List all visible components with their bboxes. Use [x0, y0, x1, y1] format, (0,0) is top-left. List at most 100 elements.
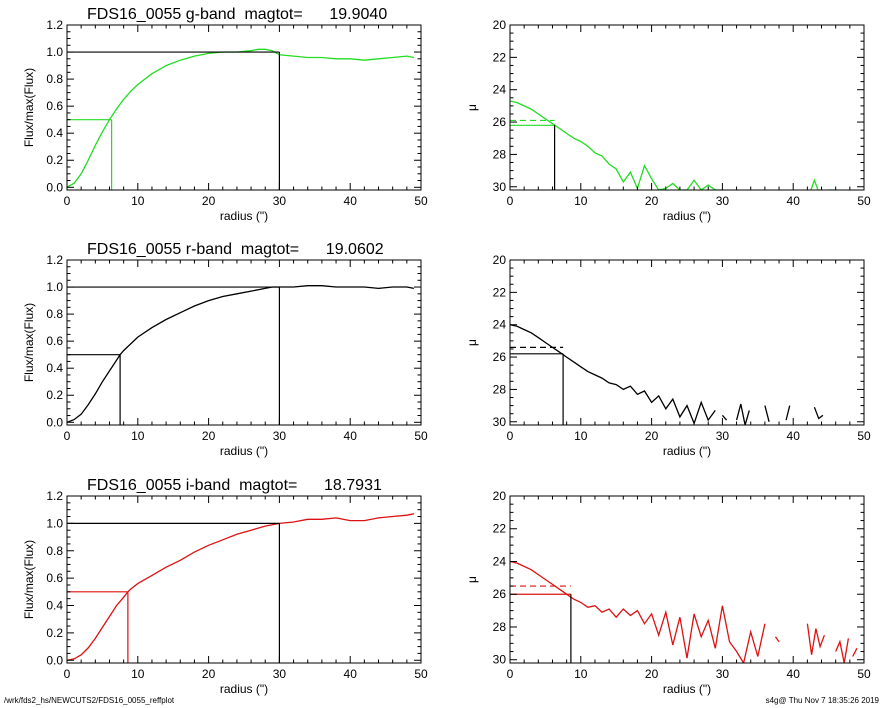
x-tick-label: 20: [645, 667, 659, 681]
footer-path: /wrk/fds2_hs/NEWCUTS2/FDS16_0055_reffplo…: [4, 696, 175, 705]
series-line-5: [785, 405, 791, 421]
x-tick-label: 10: [574, 667, 588, 681]
y-tick-label: 20: [493, 253, 507, 267]
x-tick-label: 50: [857, 429, 871, 443]
plot-area: [510, 560, 858, 663]
y-tick-label: 28: [493, 382, 507, 396]
y-tick-label: 1.2: [46, 489, 63, 503]
series-line-1: [510, 100, 723, 190]
plot-frame: [509, 24, 865, 191]
y-tick-label: 1.0: [46, 280, 63, 294]
plot-frame: [509, 495, 865, 664]
y-tick-label: 22: [493, 522, 507, 536]
plot-frame: [509, 259, 865, 426]
y-tick-label: 24: [493, 83, 507, 97]
y-tick-label: 20: [493, 18, 507, 32]
series-line-1: [67, 285, 415, 423]
x-tick-label: 40: [787, 667, 801, 681]
y-tick-label: 26: [493, 587, 507, 601]
y-axis-label: Flux/max(Flux): [22, 68, 36, 147]
chart-title: FDS16_0055 g-band magtot= 19.9040: [87, 6, 387, 23]
x-tick-label: 40: [787, 194, 801, 208]
x-tick-label: 10: [131, 429, 145, 443]
y-tick-label: 1.0: [46, 45, 63, 59]
y-tick-label: 0.2: [46, 388, 63, 402]
x-tick-label: 30: [716, 667, 730, 681]
x-tick-label: 30: [716, 429, 730, 443]
y-tick-label: 1.2: [46, 18, 63, 32]
x-tick-label: 0: [507, 429, 514, 443]
series-line-1: [510, 324, 716, 425]
y-tick-label: 26: [493, 115, 507, 129]
chart-panel-1: 0 10 20 30 40 50 0.0 0.2 0.4 0.6 0.8 1.0 1.2 radius (…: [22, 6, 428, 223]
x-axis-label: radius ("): [220, 444, 268, 458]
y-tick-label: 26: [493, 350, 507, 364]
y-tick-label: 24: [493, 318, 507, 332]
y-tick-label: 1.2: [46, 253, 63, 267]
series-line-3: [735, 403, 750, 425]
y-axis-label: μ: [465, 576, 479, 583]
series-line-4: [764, 405, 770, 422]
x-axis-label: radius ("): [663, 444, 711, 458]
x-axis-label: radius ("): [663, 682, 711, 696]
x-tick-label: 0: [64, 667, 71, 681]
plot-area: [510, 100, 836, 190]
chart-panel-3: 0 10 20 30 40 50 0.0 0.2 0.4 0.6 0.8 1.0 1.2 radius (…: [22, 241, 428, 458]
plot-area: [67, 285, 415, 425]
x-tick-label: 10: [131, 667, 145, 681]
x-axis-label: radius ("): [663, 209, 711, 223]
y-axis-label: Flux/max(Flux): [22, 303, 36, 382]
plot-area: [67, 513, 415, 663]
series-line-5: [852, 648, 858, 657]
x-tick-label: 40: [344, 194, 358, 208]
y-tick-label: 0.0: [46, 180, 63, 194]
chart-panel-4: 0 10 20 30 40 50 20 22 24 26 28 30 radius (") μ: [465, 253, 871, 458]
x-tick-label: 40: [344, 667, 358, 681]
chart-title: FDS16_0055 r-band magtot= 19.0602: [87, 241, 384, 258]
x-tick-label: 10: [574, 194, 588, 208]
y-tick-label: 0.4: [46, 599, 63, 613]
series-line-2: [774, 636, 780, 643]
y-tick-label: 0.2: [46, 153, 63, 167]
y-tick-label: 0.0: [46, 653, 63, 667]
y-tick-label: 22: [493, 50, 507, 64]
x-tick-label: 20: [645, 194, 659, 208]
x-tick-label: 50: [414, 429, 428, 443]
footer-timestamp: s4g@ Thu Nov 7 18:35:26 2019: [765, 696, 879, 705]
x-tick-label: 30: [716, 194, 730, 208]
chart-panel-2: 0 10 20 30 40 50 20 22 24 26 28 30 radius (") μ: [465, 18, 871, 223]
plot-frame: [66, 259, 422, 426]
y-tick-label: 28: [493, 620, 507, 634]
y-axis-label: Flux/max(Flux): [22, 540, 36, 619]
x-tick-label: 50: [414, 667, 428, 681]
x-tick-label: 40: [344, 429, 358, 443]
x-tick-label: 20: [645, 429, 659, 443]
plot-area: [510, 324, 824, 425]
series-line-6: [813, 406, 824, 420]
series-line-1: [67, 513, 415, 661]
x-tick-label: 30: [273, 667, 287, 681]
y-tick-label: 0.8: [46, 544, 63, 558]
y-tick-label: 30: [493, 415, 507, 429]
y-tick-label: 0.8: [46, 72, 63, 86]
x-tick-label: 0: [507, 194, 514, 208]
x-tick-label: 30: [273, 194, 287, 208]
y-tick-label: 22: [493, 285, 507, 299]
x-tick-label: 20: [202, 667, 216, 681]
y-axis-label: μ: [465, 104, 479, 111]
y-tick-label: 0.4: [46, 126, 63, 140]
y-tick-label: 1.0: [46, 516, 63, 530]
series-line-2: [810, 178, 819, 190]
plot-area: [67, 48, 415, 190]
y-tick-label: 0.6: [46, 99, 63, 113]
x-tick-label: 0: [64, 194, 71, 208]
y-tick-label: 30: [493, 653, 507, 667]
x-tick-label: 50: [857, 194, 871, 208]
series-line-3: [806, 623, 826, 655]
y-tick-label: 0.8: [46, 307, 63, 321]
x-tick-label: 0: [507, 667, 514, 681]
y-tick-label: 0.6: [46, 571, 63, 585]
x-tick-label: 30: [273, 429, 287, 443]
series-line-1: [67, 48, 415, 188]
